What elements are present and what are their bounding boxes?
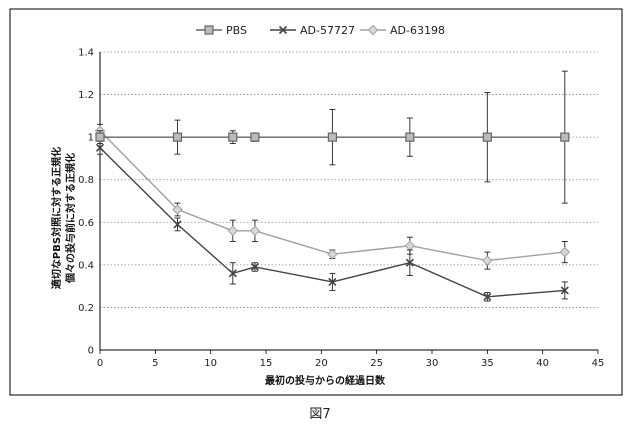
data-point-pbs [561,133,569,141]
y-tick-label: 0.2 [78,303,94,314]
x-tick-label: 25 [370,358,383,369]
data-point-pbs [173,133,181,141]
x-tick-label: 20 [315,358,328,369]
x-axis-title: 最初の投与からの経過日数 [265,374,386,387]
y-tick-label: 0.8 [78,175,94,186]
legend-label-ad-57727: AD-57727 [300,24,355,37]
x-tick-label: 0 [97,358,103,369]
y-tick-label: 0.6 [78,218,94,229]
data-point-pbs [483,133,491,141]
data-point-pbs [229,133,237,141]
x-tick-label: 45 [592,358,605,369]
x-tick-label: 30 [426,358,439,369]
data-point-pbs [251,133,259,141]
legend-label-pbs: PBS [226,24,247,37]
y-tick-label: 1.4 [78,48,94,59]
x-tick-label: 10 [204,358,217,369]
legend-marker-pbs [205,26,213,34]
x-tick-label: 5 [152,358,158,369]
y-axis-title-line-1: 適切なPBS対照に対する正規化 [50,147,63,289]
data-point-pbs [96,133,104,141]
y-tick-label: 0 [88,346,94,357]
y-axis-title-line-2: 個々の投与前に対する正規化 [64,153,77,284]
x-tick-label: 15 [260,358,273,369]
y-tick-label: 1.2 [78,90,94,101]
figure-caption: 図7 [0,403,640,422]
data-point-pbs [328,133,336,141]
legend-label-ad-63198: AD-63198 [390,24,445,37]
legend: PBS AD-57727 AD-63198 [196,24,445,37]
chart-frame [10,9,622,395]
x-tick-label: 40 [536,358,549,369]
x-tick-label: 35 [481,358,494,369]
y-tick-label: 1 [88,133,94,144]
y-tick-label: 0.4 [78,260,94,271]
data-point-pbs [406,133,414,141]
